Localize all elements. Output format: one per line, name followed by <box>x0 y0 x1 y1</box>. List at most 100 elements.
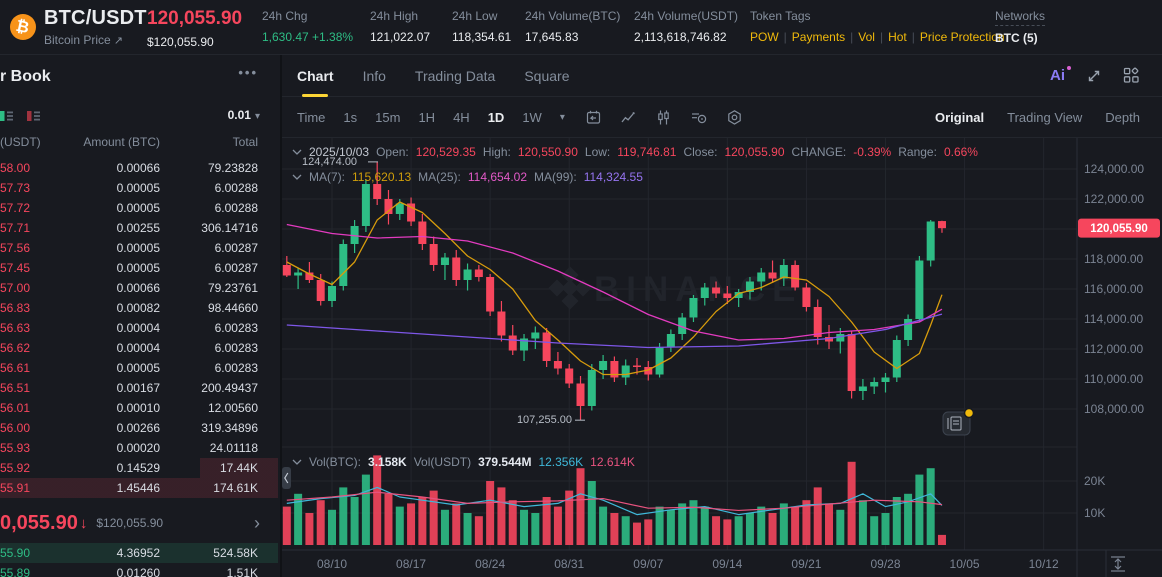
price-cell: 57.72 <box>0 201 31 215</box>
order-book-ask-row[interactable]: 56.51 0.00167 200.49437 <box>0 378 278 398</box>
svg-text:120,055.90: 120,055.90 <box>1090 223 1148 235</box>
collapse-chevron-icon[interactable] <box>292 173 302 181</box>
view-trading-view[interactable]: Trading View <box>1007 109 1083 125</box>
price-cell: 56.62 <box>0 341 31 355</box>
volume-ma-line <box>286 491 943 512</box>
external-link-icon: ↗ <box>113 35 123 47</box>
more-options-icon[interactable]: ••• <box>238 65 258 80</box>
stat-24h-high: 24h High 121,022.07 <box>370 9 430 44</box>
chart-settings-icon[interactable] <box>726 109 743 126</box>
total-cell: 6.00283 <box>214 321 258 335</box>
order-book-ask-row[interactable]: 57.00 0.00066 79.23761 <box>0 278 278 298</box>
token-tag[interactable]: Payments <box>791 30 846 44</box>
stat-value: 118,354.61 <box>452 30 512 44</box>
precision-value: 0.01 <box>227 108 251 122</box>
price-down-icon: ↓ <box>79 514 88 532</box>
price-cell: 56.63 <box>0 321 31 335</box>
interval-1w[interactable]: 1W <box>522 109 542 125</box>
axis-auto-fit-icon[interactable] <box>1111 556 1125 572</box>
svg-text:118,000.00: 118,000.00 <box>1084 252 1143 266</box>
order-book-ask-row[interactable]: 57.45 0.00005 6.00287 <box>0 258 278 278</box>
svg-text:114,000.00: 114,000.00 <box>1084 312 1143 326</box>
interval-1d[interactable]: 1D <box>487 109 505 125</box>
order-book-ask-row[interactable]: 57.71 0.00255 306.14716 <box>0 218 278 238</box>
order-book-ask-row[interactable]: 56.61 0.00005 6.00283 <box>0 358 278 378</box>
price-chart-canvas[interactable]: 124,000.00 122,000.00 118,000.00 116,000.00… <box>282 138 1162 577</box>
vol-usdt-value: 379.544M <box>478 455 532 469</box>
pane-collapse-handle[interactable] <box>282 467 291 489</box>
volume-legend: Vol(BTC): 3.158K Vol(USDT) 379.544M 12.356… <box>292 455 635 469</box>
view-original[interactable]: Original <box>935 109 985 125</box>
precision-select[interactable]: 0.01 ▾ <box>228 108 260 122</box>
book-view-asks-icon[interactable] <box>27 109 41 123</box>
order-book-ask-row[interactable]: 56.83 0.00082 98.44660 <box>0 298 278 318</box>
collapse-chevron-icon[interactable] <box>292 148 302 156</box>
chart-event-button[interactable] <box>942 407 975 436</box>
chart-type-icon[interactable] <box>620 109 637 126</box>
fullscreen-icon[interactable] <box>1086 68 1102 84</box>
chart-region: 124,000.00 122,000.00 118,000.00 116,000.00… <box>282 138 1162 577</box>
jump-to-date-icon[interactable] <box>585 109 602 126</box>
pair-title[interactable]: BTC/USDT <box>44 7 147 29</box>
order-book-title: r Book <box>0 68 51 85</box>
interval-more-caret-icon[interactable]: ▾ <box>559 111 565 123</box>
token-tag[interactable]: Hot <box>888 30 907 44</box>
tab-chart[interactable]: Chart <box>297 55 334 97</box>
svg-text:09/14: 09/14 <box>712 557 742 571</box>
price-cell: 55.93 <box>0 441 31 455</box>
price-cell: 56.61 <box>0 361 31 375</box>
price-cell: 56.51 <box>0 381 31 395</box>
token-tag[interactable]: POW <box>750 30 779 44</box>
networks-value[interactable]: BTC (5) <box>995 31 1038 45</box>
tab-trading-data[interactable]: Trading Data <box>414 67 496 84</box>
order-book-ask-row[interactable]: 56.00 0.00266 319.34896 <box>0 418 278 438</box>
ma99-label: MA(99): <box>534 170 577 184</box>
token-tags-block: Token Tags POW | Payments | Vol | Hot | Price Pr… <box>750 9 1005 44</box>
ai-assistant-icon[interactable]: Ai <box>1050 66 1071 84</box>
legend-change: -0.39% <box>853 145 892 159</box>
tab-square[interactable]: Square <box>524 67 570 84</box>
book-view-bids-icon[interactable] <box>0 109 14 123</box>
amount-cell: 0.00010 <box>116 401 160 415</box>
order-book-ask-row[interactable]: 56.01 0.00010 12.00560 <box>0 398 278 418</box>
legend-change-label: CHANGE: <box>791 145 847 159</box>
amount-cell: 1.45446 <box>116 481 160 495</box>
chevron-right-icon[interactable]: › <box>254 513 260 533</box>
order-book-ask-row[interactable]: 55.91 1.45446 174.61K <box>0 478 278 498</box>
vol-ma2-value: 12.614K <box>590 455 635 469</box>
order-book-ask-row[interactable]: 57.72 0.00005 6.00288 <box>0 198 278 218</box>
order-book-bid-row[interactable]: 55.89 0.01260 1.51K <box>0 563 278 577</box>
networks-label[interactable]: Networks <box>995 9 1046 26</box>
token-tag[interactable]: Vol <box>858 30 875 44</box>
amount-cell: 0.00066 <box>116 161 160 175</box>
last-trade-row[interactable]: 0,055.90 ↓ $120,055.90 › <box>0 503 278 543</box>
legend-close-label: Close: <box>683 145 718 159</box>
order-book-ask-row[interactable]: 56.63 0.00004 6.00283 <box>0 318 278 338</box>
interval-4h[interactable]: 4H <box>453 109 470 125</box>
order-book-ask-row[interactable]: 57.73 0.00005 6.00288 <box>0 178 278 198</box>
interval-15m[interactable]: 15m <box>375 109 401 125</box>
order-book-ask-row[interactable]: 57.56 0.00005 6.00287 <box>0 238 278 258</box>
order-book-ask-row[interactable]: 56.62 0.00004 6.00283 <box>0 338 278 358</box>
interval-1h[interactable]: 1H <box>418 109 436 125</box>
price-cell: 57.71 <box>0 221 31 235</box>
stat-24h-low: 24h Low 118,354.61 <box>452 9 511 44</box>
total-cell: 6.00287 <box>214 261 258 275</box>
pair-subtitle-link[interactable]: Bitcoin Price ↗ <box>44 33 147 47</box>
tab-info[interactable]: Info <box>362 67 386 84</box>
order-book-ask-row[interactable]: 55.93 0.00020 24.01118 <box>0 438 278 458</box>
order-book-bid-row[interactable]: 55.90 4.36952 524.58K <box>0 543 278 563</box>
stat-label: 24h Volume(BTC) <box>525 9 621 23</box>
token-tag[interactable]: Price Protection <box>919 30 1005 44</box>
view-depth[interactable]: Depth <box>1105 109 1140 125</box>
order-book-ask-row[interactable]: 58.00 0.00066 79.23828 <box>0 158 278 178</box>
interval-time[interactable]: Time <box>297 109 326 125</box>
svg-text:20K: 20K <box>1084 474 1105 488</box>
apps-grid-icon[interactable] <box>1123 67 1140 84</box>
order-book-ask-row[interactable]: 55.92 0.14529 17.44K <box>0 458 278 478</box>
chart-panel: Chart Info Trading Data Square Ai <box>280 55 1162 577</box>
interval-1s[interactable]: 1s <box>343 109 358 125</box>
collapse-chevron-icon[interactable] <box>292 458 302 466</box>
indicators-icon[interactable] <box>690 109 708 126</box>
candle-style-icon[interactable] <box>655 109 672 126</box>
